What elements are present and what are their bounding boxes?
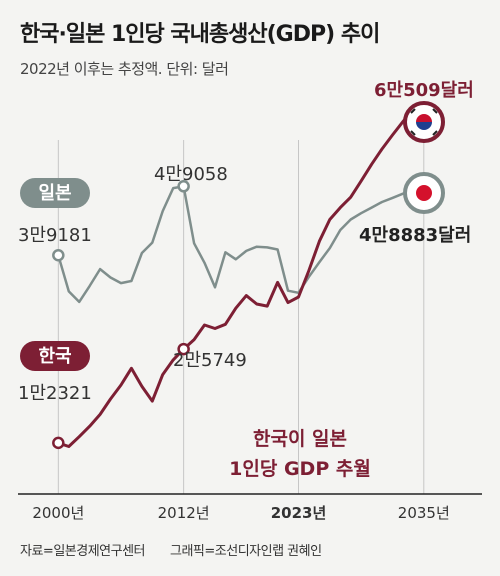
korea-tag-label: 한국 <box>38 346 71 367</box>
chart-title: 한국·일본 1인당 국내총생산(GDP) 추이 <box>20 22 380 47</box>
japan-2000-value-label: 3만9181 <box>18 225 92 246</box>
korea-flag-icon <box>403 101 445 143</box>
japan-2035-value-label: 4만8883달러 <box>359 225 471 246</box>
korea-tag-box <box>20 341 90 371</box>
x-axis-tick-labels: 2000년 2012년 2023년 2035년 <box>32 504 449 522</box>
point-markers <box>52 180 190 450</box>
graphic-credit: 그래픽=조선디자인랩 권혜인 <box>170 544 322 559</box>
korea-marker-2000 <box>52 436 65 450</box>
japan-tag-box <box>20 178 90 208</box>
korea-marker-2012 <box>177 342 190 356</box>
korea-2000-value-label: 1만2321 <box>18 383 92 404</box>
crossover-annotation-line1: 한국이 일본 <box>253 428 347 450</box>
x-tick-label-2035: 2035년 <box>398 504 450 522</box>
x-tick-label-2000: 2000년 <box>32 504 84 522</box>
korea-2035-value-label: 6만509달러 <box>374 80 474 101</box>
x-tick-label-2012: 2012년 <box>158 504 210 522</box>
crossover-annotation-line2: 1인당 GDP 추월 <box>229 458 371 480</box>
series-line-japan <box>57 185 425 304</box>
chart-subtitle: 2022년 이후는 추정액. 단위: 달러 <box>20 60 229 78</box>
vertical-gridlines <box>57 140 425 494</box>
japan-tag-label: 일본 <box>38 183 71 204</box>
japan-2012-value-label: 4만9058 <box>154 164 228 185</box>
series-lines <box>57 104 425 448</box>
japan-marker-2000 <box>52 249 65 262</box>
x-tick-label-2023: 2023년 <box>271 504 327 522</box>
series-line-korea <box>57 104 425 448</box>
japan-flag-icon <box>403 172 445 214</box>
korea-2012-value-label: 2만5749 <box>173 350 247 371</box>
japan-marker-2012 <box>177 180 190 193</box>
source-credit: 자료=일본경제연구센터 <box>20 544 146 559</box>
